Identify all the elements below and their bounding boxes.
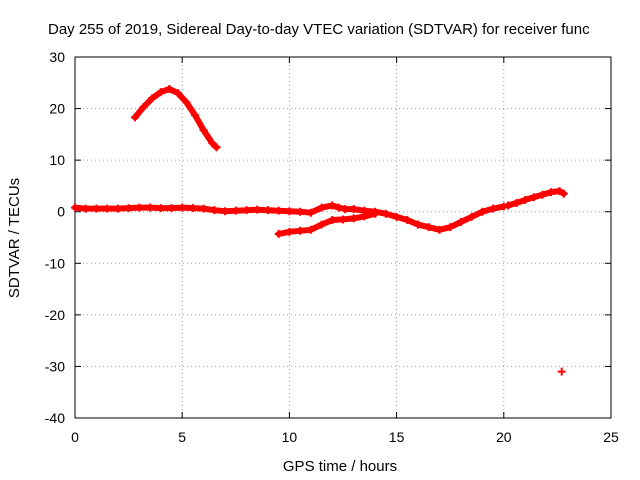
data-point — [555, 187, 564, 196]
data-point — [208, 139, 217, 148]
data-point — [478, 207, 487, 216]
data-layer — [71, 84, 568, 376]
x-tick-label: 20 — [496, 429, 512, 445]
data-point — [139, 103, 148, 112]
grid — [75, 57, 611, 418]
x-tick-label: 5 — [178, 429, 186, 445]
data-point — [263, 206, 272, 215]
data-point — [210, 206, 219, 215]
data-point — [167, 204, 176, 213]
series-late-track — [504, 187, 568, 210]
data-point — [306, 225, 315, 234]
data-point — [156, 204, 165, 213]
data-point — [529, 193, 538, 202]
y-tick-label: -20 — [45, 307, 65, 323]
y-tick-label: 20 — [49, 101, 65, 117]
data-point — [165, 84, 174, 93]
data-point — [221, 207, 230, 216]
data-point — [317, 203, 326, 212]
data-point — [446, 223, 455, 232]
data-point — [371, 209, 380, 218]
data-point — [296, 226, 305, 235]
data-point — [334, 203, 343, 212]
data-point — [103, 204, 112, 213]
data-point — [285, 207, 294, 216]
data-point — [173, 89, 182, 98]
y-tick-label: -10 — [45, 255, 65, 271]
data-point — [317, 220, 326, 229]
data-point — [274, 206, 283, 215]
y-axis-title: SDTVAR / TECUs — [6, 178, 23, 298]
data-point — [456, 218, 465, 227]
y-tick-label: 0 — [57, 204, 65, 220]
data-point — [360, 212, 369, 221]
data-point — [156, 88, 165, 97]
data-point — [392, 212, 401, 221]
series-line — [275, 210, 379, 237]
data-point — [349, 205, 358, 214]
data-point — [349, 214, 358, 223]
series-outlier — [557, 367, 566, 376]
data-point — [212, 143, 221, 152]
plot-frame — [74, 56, 612, 419]
y-tick-label: 10 — [49, 152, 65, 168]
data-point — [538, 190, 547, 199]
x-tick-label: 10 — [282, 429, 298, 445]
data-point — [188, 204, 197, 213]
data-point — [489, 204, 498, 213]
data-point — [124, 204, 133, 213]
data-point — [546, 188, 555, 197]
chart-title: Day 255 of 2019, Sidereal Day-to-day VTE… — [48, 21, 590, 38]
data-point — [306, 208, 315, 217]
data-point — [512, 198, 521, 207]
data-point — [191, 111, 200, 120]
series-line — [132, 86, 220, 151]
data-point — [253, 205, 262, 214]
data-point — [231, 206, 240, 215]
data-point — [328, 201, 337, 210]
data-point — [178, 203, 187, 212]
series-secondary-track — [274, 209, 380, 238]
data-point — [71, 203, 79, 212]
x-tick-label: 15 — [389, 429, 405, 445]
data-point — [521, 195, 530, 204]
data-point — [199, 126, 208, 135]
data-point — [467, 212, 476, 221]
data-point — [182, 98, 191, 107]
data-point — [113, 204, 122, 213]
x-tick-label: 25 — [603, 429, 619, 445]
series-morning-arc — [131, 84, 221, 152]
data-point — [414, 220, 423, 229]
data-point — [328, 215, 337, 224]
y-tick-label: 30 — [49, 49, 65, 65]
data-point — [148, 94, 157, 103]
data-point — [242, 206, 251, 215]
data-point — [403, 215, 412, 224]
data-point — [135, 203, 144, 212]
data-point — [381, 209, 390, 218]
y-tick-label: -30 — [45, 358, 65, 374]
data-point — [131, 113, 140, 122]
data-point — [557, 367, 566, 376]
series-main-trace — [71, 201, 508, 234]
data-point — [504, 201, 513, 210]
y-tick-label: -40 — [45, 410, 65, 426]
data-point — [435, 225, 444, 234]
data-point — [81, 204, 90, 213]
x-tick-label: 0 — [71, 429, 79, 445]
data-point — [339, 215, 347, 224]
data-point — [285, 227, 294, 236]
data-point — [92, 204, 101, 213]
data-point — [296, 207, 305, 216]
data-point — [559, 189, 568, 198]
data-point — [274, 229, 283, 238]
data-point — [146, 203, 155, 212]
axis-ticks: 0 5 10 15 20 25 -40 -30 -20 -10 0 10 20 30 — [45, 49, 619, 445]
x-axis-title: GPS time / hours — [283, 458, 397, 475]
data-point — [424, 223, 433, 232]
data-point — [199, 204, 208, 213]
data-point — [341, 205, 350, 214]
